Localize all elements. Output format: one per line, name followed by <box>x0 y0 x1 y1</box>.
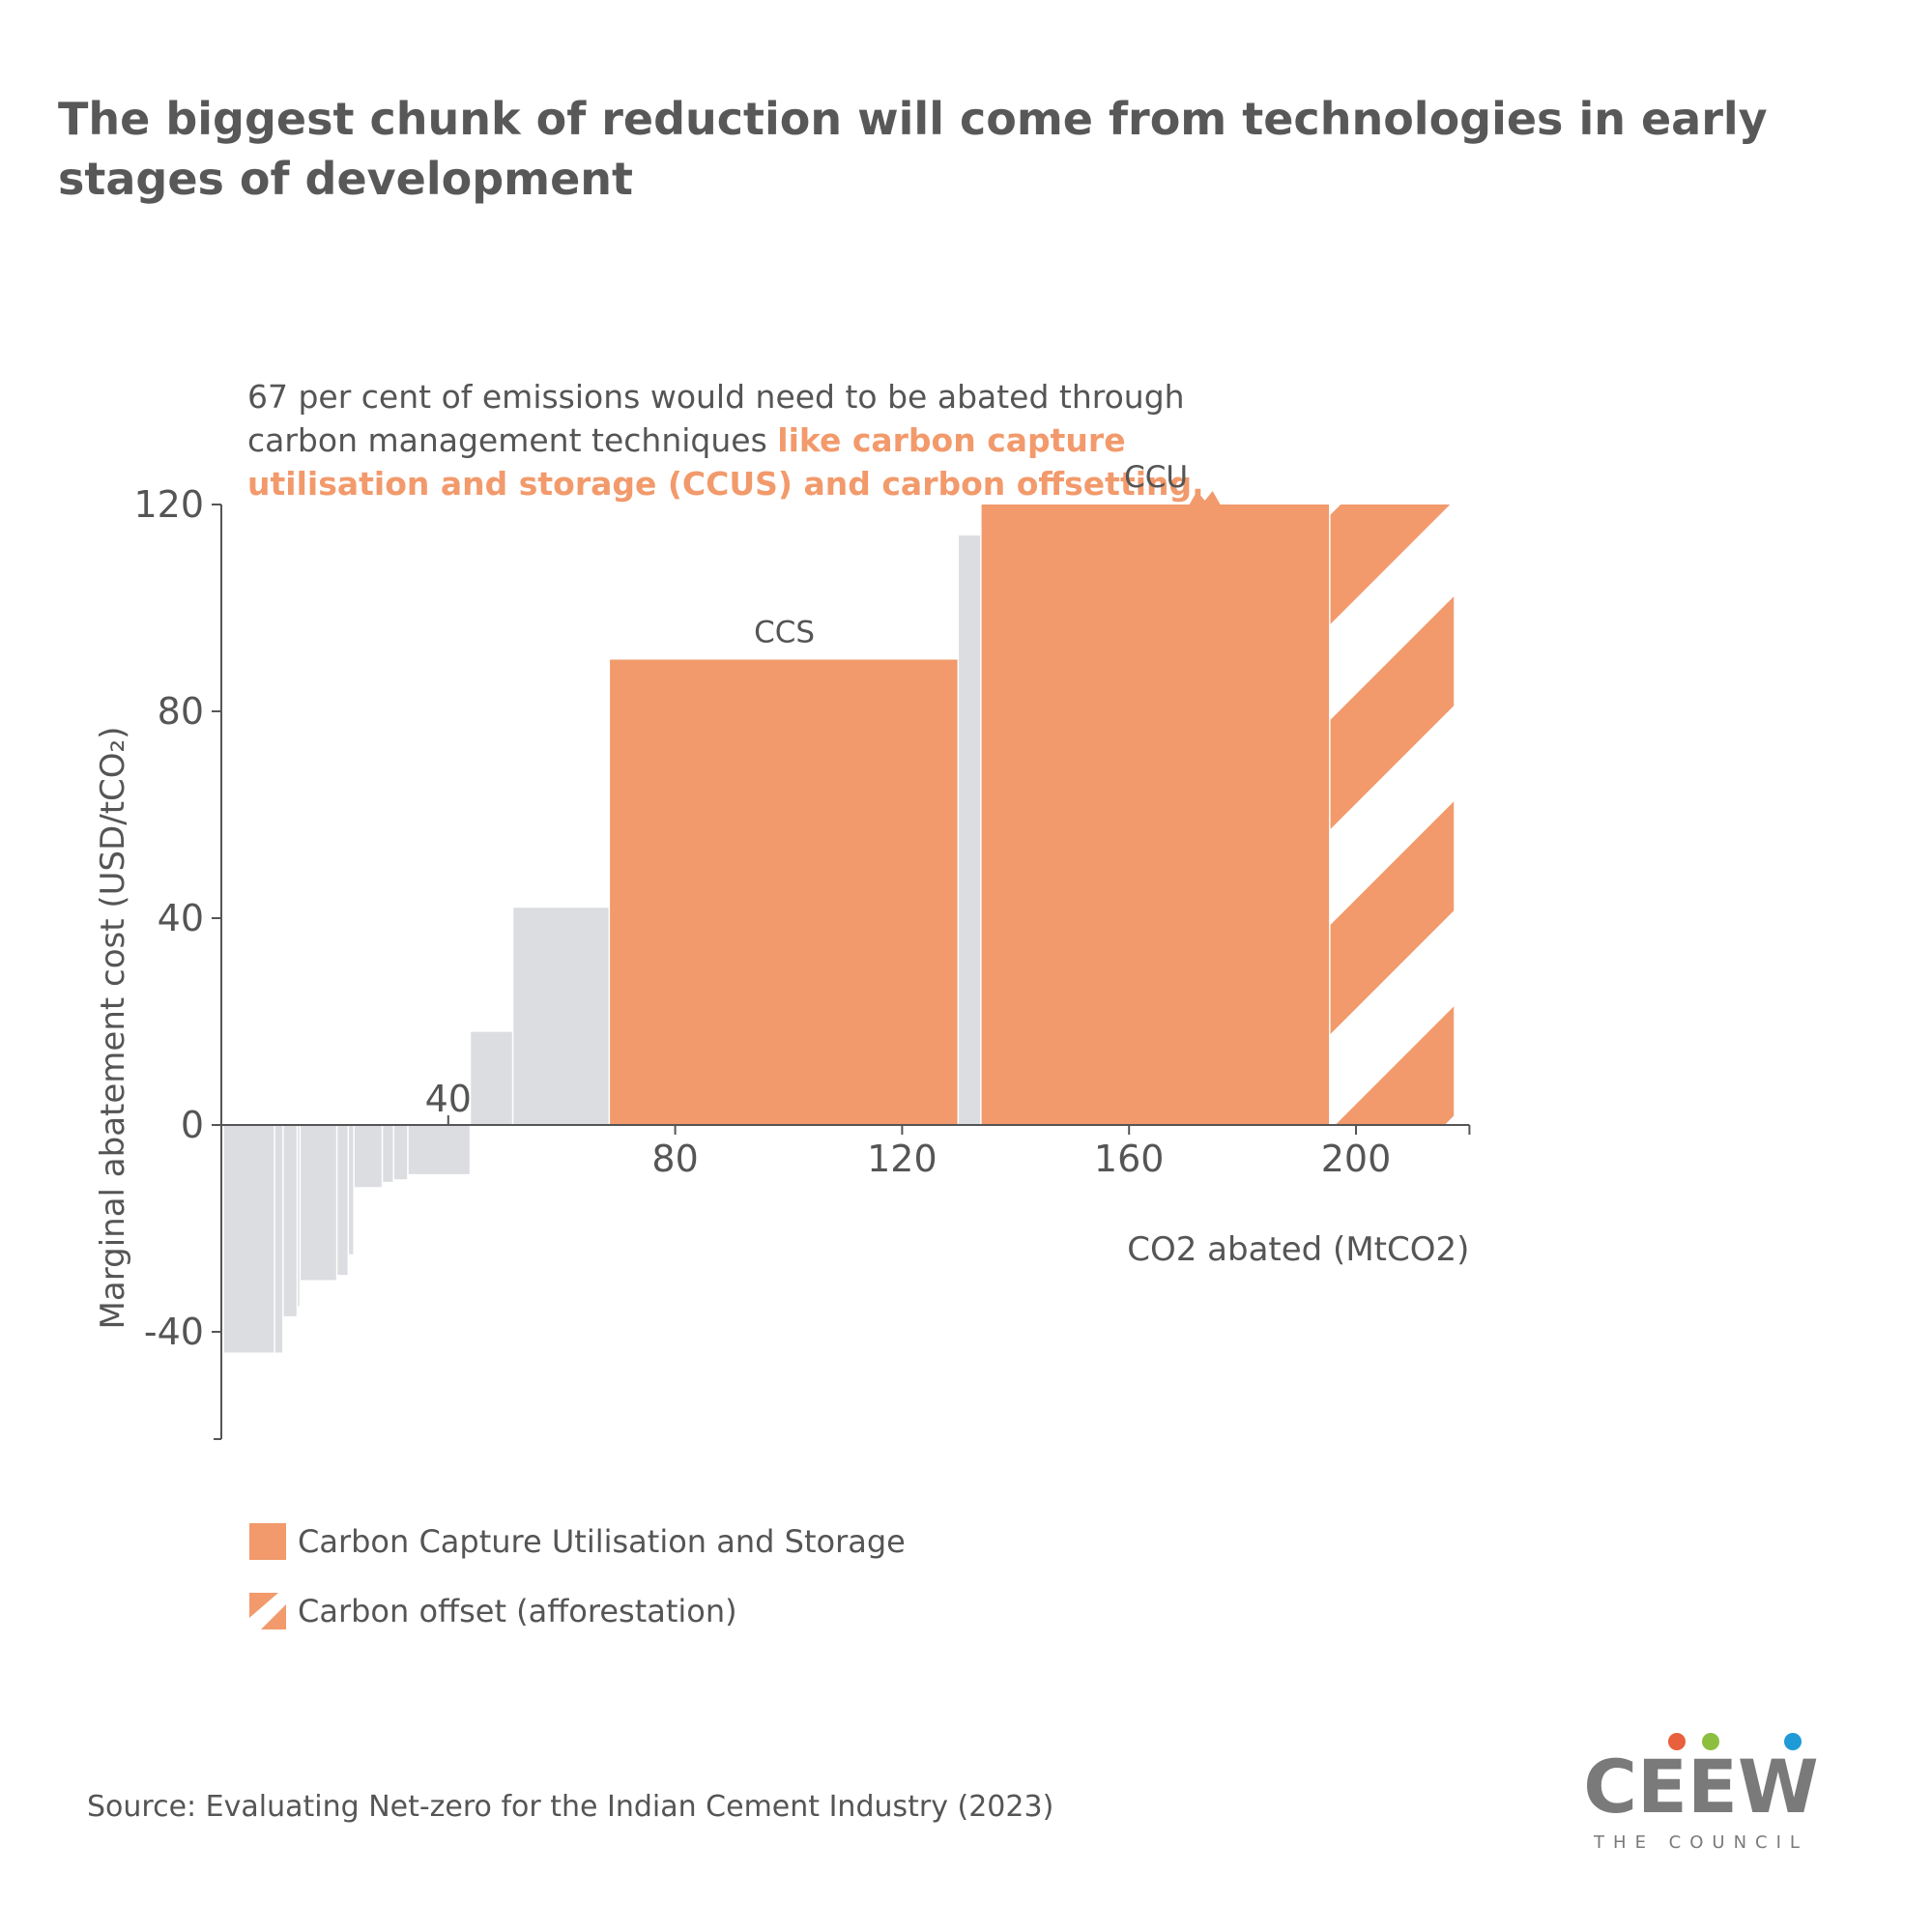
bars-layer <box>223 491 1455 1353</box>
legend-item-offset: Carbon offset (afforestation) <box>249 1585 906 1637</box>
chart-title: The biggest chunk of reduction will come… <box>58 93 1768 205</box>
ceew-logo: CEEW THE COUNCIL <box>1583 1733 1819 1853</box>
bar-ccu-15 <box>981 505 1330 1125</box>
bar-other-0 <box>223 1125 274 1353</box>
legend-swatch-offset <box>249 1593 286 1629</box>
bar-other-1 <box>274 1125 283 1353</box>
legend-item-ccus: Carbon Capture Utilisation and Storage <box>249 1515 906 1568</box>
y-tick-label: 0 <box>181 1104 204 1146</box>
bar-other-10 <box>408 1125 470 1174</box>
bar-other-14 <box>959 535 981 1125</box>
bar-offset-16 <box>1330 505 1455 1125</box>
bar-other-4 <box>301 1125 336 1281</box>
chart-annotation: 67 per cent of emissions would need to b… <box>247 375 1214 505</box>
y-tick-label: 40 <box>158 897 204 939</box>
bar-other-5 <box>337 1125 348 1276</box>
bar-ccs-13 <box>610 659 958 1125</box>
y-tick-label: -40 <box>144 1311 204 1353</box>
bar-other-3 <box>298 1125 300 1307</box>
logo-dot-green <box>1702 1733 1719 1750</box>
legend-label-ccus: Carbon Capture Utilisation and Storage <box>298 1523 906 1560</box>
x-tick-label: 120 <box>867 1138 937 1180</box>
bar-label-ccs: CCS <box>754 616 815 650</box>
x-tick-label: 40 <box>425 1078 472 1120</box>
legend-swatch-ccus <box>249 1523 286 1560</box>
x-tick-label: 80 <box>651 1138 698 1180</box>
source-note: Source: Evaluating Net-zero for the Indi… <box>87 1790 1054 1824</box>
bar-other-7 <box>354 1125 382 1188</box>
bar-other-11 <box>471 1031 512 1125</box>
y-tick-label: 80 <box>158 690 204 733</box>
bar-label-ccu: CCU <box>1124 460 1188 495</box>
bar-other-2 <box>283 1125 297 1316</box>
x-tick-label: 200 <box>1321 1138 1392 1180</box>
axes-layer: 120 80 40 0 -40 40 80 120 160 200 CO2 abated (MtCO… <box>94 483 1471 1440</box>
ccu-truncation-mark <box>1189 491 1221 505</box>
annotation-plain-text: 67 per cent of emissions would need to b… <box>247 378 1185 459</box>
bar-other-8 <box>383 1125 393 1182</box>
y-tick-label: 120 <box>133 483 204 526</box>
annotation-highlight-text: like carbon capture utilisation and stor… <box>247 421 1204 503</box>
labels-layer: CCS CCU <box>754 460 1188 650</box>
y-axis-title: Marginal abatement cost (USD/tCO₂) <box>94 727 132 1330</box>
bar-other-9 <box>394 1125 408 1180</box>
logo-dot-blue <box>1784 1733 1802 1750</box>
logo-tagline: THE COUNCIL <box>1593 1832 1808 1853</box>
x-axis-title: CO2 abated (MtCO2) <box>1127 1230 1469 1269</box>
logo-dot-orange <box>1668 1733 1686 1750</box>
legend-label-offset: Carbon offset (afforestation) <box>298 1593 737 1629</box>
bar-other-6 <box>349 1125 354 1254</box>
bar-other-12 <box>513 908 609 1125</box>
x-tick-label: 160 <box>1094 1138 1165 1180</box>
logo-wordmark: CEEW <box>1583 1744 1818 1830</box>
legend: Carbon Capture Utilisation and Storage C… <box>249 1515 906 1655</box>
